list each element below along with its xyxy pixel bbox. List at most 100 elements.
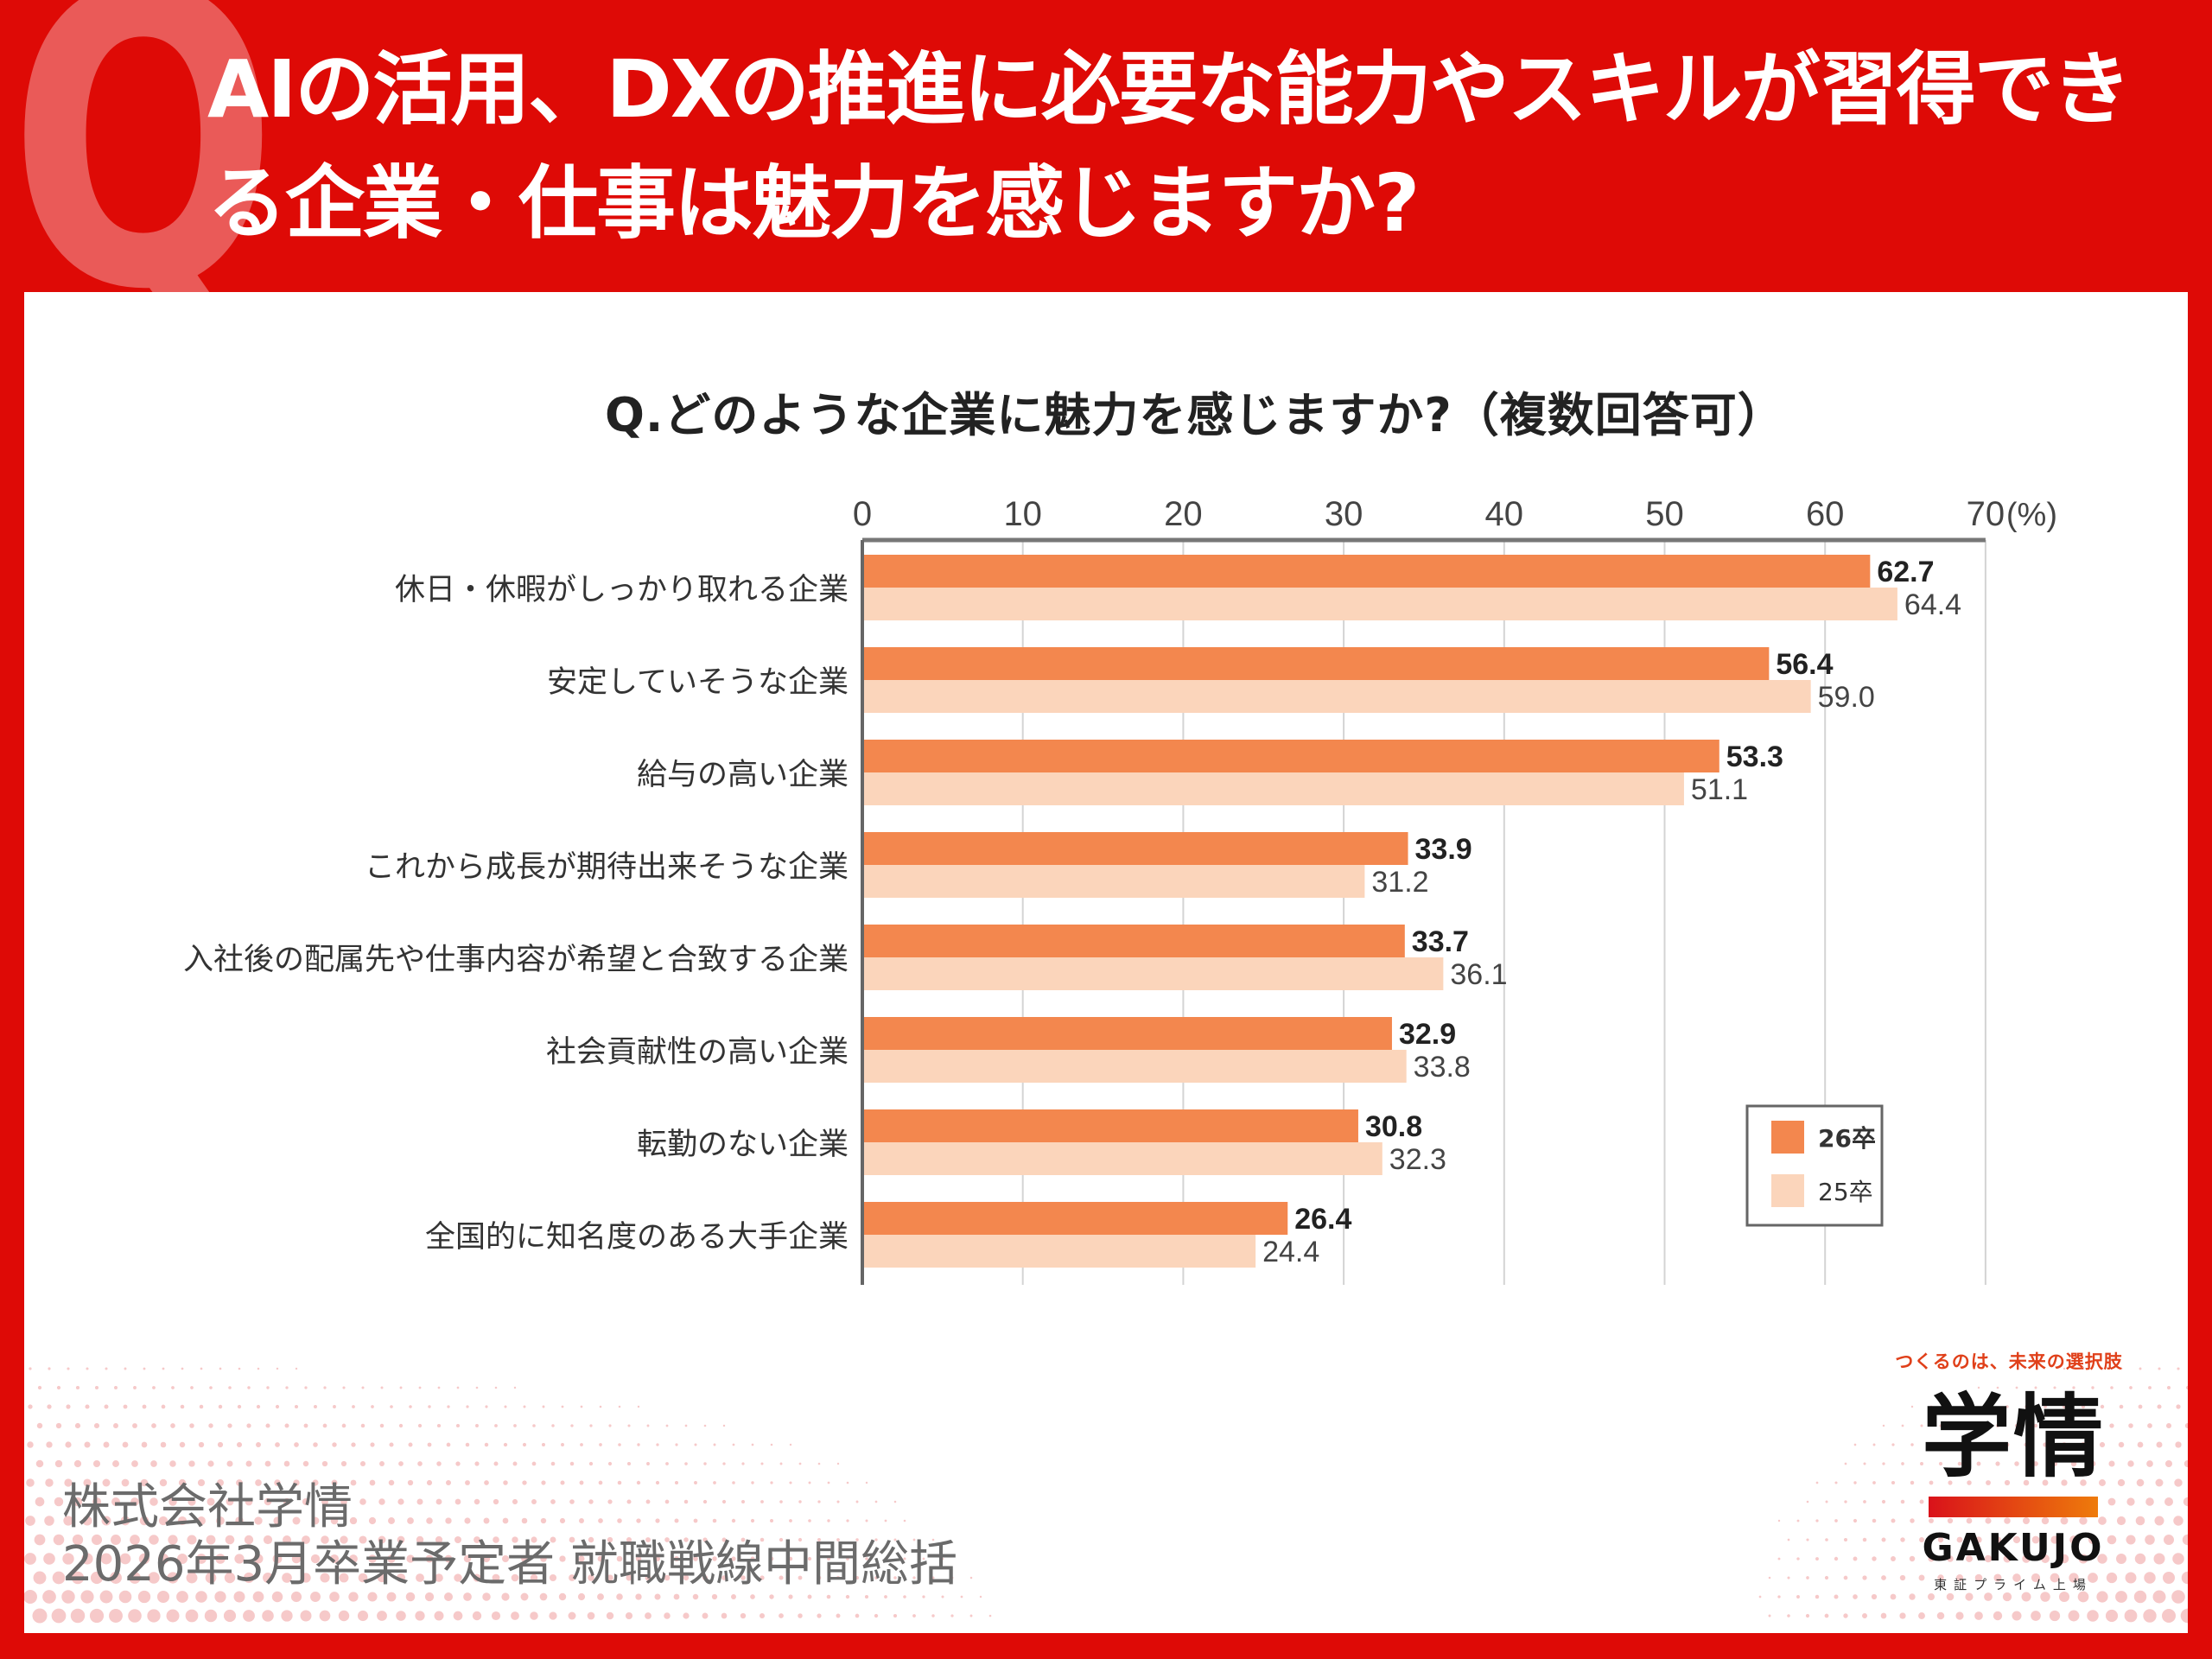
halftone-dot bbox=[329, 1554, 340, 1564]
halftone-dot bbox=[494, 1424, 498, 1427]
halftone-dot bbox=[684, 1462, 688, 1465]
halftone-dot bbox=[617, 1480, 622, 1485]
logo-tagline: つくるのは、未来の選択肢 bbox=[1895, 1351, 2123, 1372]
halftone-dot bbox=[2147, 1423, 2152, 1428]
halftone-dot bbox=[2153, 1553, 2165, 1565]
halftone-dot bbox=[118, 1590, 132, 1604]
halftone-dot bbox=[214, 1591, 226, 1603]
halftone-dot bbox=[2053, 1386, 2056, 1389]
data-label: 31.2 bbox=[1371, 866, 1428, 899]
halftone-dot bbox=[101, 1516, 111, 1526]
halftone-dot bbox=[359, 1498, 366, 1505]
halftone-dot bbox=[646, 1462, 650, 1465]
halftone-dot bbox=[243, 1572, 255, 1584]
halftone-dot bbox=[702, 1612, 709, 1619]
halftone-dot bbox=[2116, 1554, 2126, 1564]
halftone-dot bbox=[2097, 1554, 2107, 1564]
halftone-dot bbox=[1815, 1481, 1819, 1484]
halftone-dot bbox=[75, 1385, 80, 1390]
halftone-dot bbox=[425, 1554, 434, 1563]
halftone-dot bbox=[180, 1404, 185, 1409]
bar-26 bbox=[864, 925, 1405, 957]
halftone-dot bbox=[1966, 1517, 1973, 1524]
halftone-dot bbox=[367, 1592, 378, 1602]
halftone-dot bbox=[2137, 1441, 2144, 1448]
halftone-dot bbox=[694, 1481, 697, 1484]
data-label: 24.4 bbox=[1262, 1236, 1319, 1268]
halftone-dot bbox=[473, 1573, 481, 1582]
halftone-dot bbox=[1853, 1594, 1858, 1599]
halftone-dot bbox=[453, 1611, 463, 1621]
halftone-dot bbox=[2031, 1611, 2041, 1621]
halftone-dot bbox=[139, 1516, 149, 1526]
halftone-dot bbox=[119, 1553, 131, 1565]
data-label: 33.8 bbox=[1414, 1051, 1471, 1084]
halftone-dot bbox=[474, 1498, 480, 1505]
halftone-dot bbox=[91, 1534, 103, 1546]
halftone-dot bbox=[2079, 1516, 2088, 1525]
halftone-dot bbox=[340, 1498, 347, 1505]
halftone-dot bbox=[275, 1442, 280, 1447]
q-mark-decoration: Q bbox=[9, 0, 278, 378]
halftone-dot bbox=[713, 1443, 716, 1446]
halftone-dot bbox=[131, 1460, 138, 1467]
halftone-dot bbox=[931, 1576, 935, 1580]
halftone-dot bbox=[692, 1593, 699, 1600]
halftone-dot bbox=[568, 1611, 576, 1620]
halftone-dot bbox=[864, 1594, 869, 1599]
halftone-dot bbox=[732, 1481, 735, 1484]
halftone-dot bbox=[2088, 1573, 2098, 1583]
halftone-dot bbox=[295, 1367, 298, 1370]
halftone-dot bbox=[798, 1575, 803, 1580]
halftone-dot bbox=[290, 1591, 302, 1603]
halftone-dot bbox=[1967, 1442, 1972, 1447]
halftone-dot bbox=[561, 1405, 564, 1408]
halftone-dot bbox=[2024, 1405, 2028, 1408]
halftone-dot bbox=[74, 1422, 81, 1429]
halftone-dot bbox=[770, 1443, 773, 1446]
halftone-dot bbox=[2164, 1497, 2174, 1507]
halftone-dot bbox=[2062, 1442, 2067, 1447]
halftone-dot bbox=[788, 1594, 793, 1599]
halftone-dot bbox=[542, 1405, 545, 1408]
halftone-dot bbox=[654, 1593, 661, 1600]
halftone-dot bbox=[379, 1461, 385, 1466]
halftone-dot bbox=[177, 1516, 188, 1526]
halftone-dot bbox=[2184, 1422, 2188, 1429]
halftone-dot bbox=[445, 1479, 452, 1486]
halftone-dot bbox=[635, 1555, 642, 1562]
halftone-dot bbox=[2174, 1478, 2183, 1487]
halftone-dot bbox=[65, 1441, 72, 1448]
halftone-dot bbox=[227, 1423, 232, 1428]
halftone-dot bbox=[750, 1556, 755, 1561]
halftone-dot bbox=[2166, 1385, 2171, 1390]
halftone-dot bbox=[128, 1609, 142, 1623]
halftone-dot bbox=[836, 1613, 841, 1618]
halftone-dot bbox=[2069, 1573, 2079, 1583]
halftone-dot bbox=[228, 1386, 232, 1389]
halftone-dot bbox=[511, 1611, 519, 1620]
halftone-dot bbox=[35, 1459, 44, 1468]
halftone-dot bbox=[2081, 1404, 2086, 1409]
halftone-dot bbox=[741, 1500, 745, 1503]
halftone-dot bbox=[444, 1554, 453, 1563]
halftone-dot bbox=[817, 1462, 821, 1465]
halftone-dot bbox=[284, 1423, 289, 1428]
halftone-dot bbox=[1977, 1424, 1980, 1427]
halftone-dot bbox=[1910, 1405, 1914, 1408]
halftone-dot bbox=[846, 1481, 849, 1484]
halftone-dot bbox=[2162, 1571, 2176, 1585]
halftone-dot bbox=[377, 1573, 387, 1583]
halftone-dot bbox=[83, 1478, 92, 1487]
halftone-dot bbox=[721, 1612, 728, 1619]
halftone-dot bbox=[1758, 1595, 1762, 1599]
halftone-dot bbox=[415, 1611, 425, 1621]
halftone-dot bbox=[398, 1461, 404, 1466]
halftone-dot bbox=[67, 1367, 70, 1370]
halftone-dot bbox=[655, 1518, 660, 1523]
halftone-dot bbox=[1871, 1593, 1878, 1600]
halftone-dot bbox=[188, 1497, 196, 1506]
data-label: 33.9 bbox=[1415, 833, 1472, 866]
halftone-dot bbox=[751, 1481, 754, 1484]
halftone-dot bbox=[300, 1610, 312, 1622]
